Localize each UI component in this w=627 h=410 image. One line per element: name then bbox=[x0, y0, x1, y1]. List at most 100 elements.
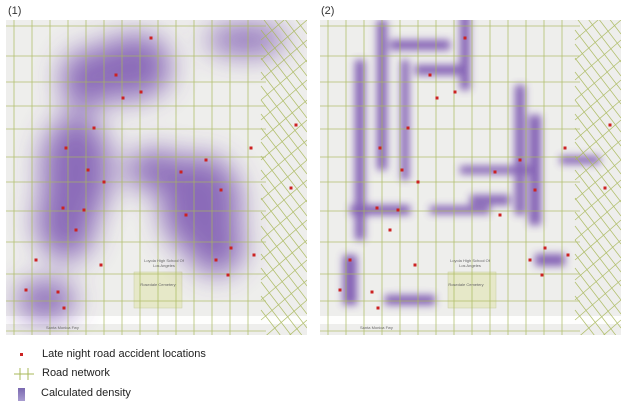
road bbox=[574, 85, 621, 147]
road bbox=[574, 267, 621, 329]
road bbox=[603, 319, 621, 335]
accident-point bbox=[375, 206, 379, 210]
accident-point bbox=[406, 126, 410, 130]
density-blob bbox=[36, 180, 96, 260]
road bbox=[574, 99, 621, 161]
accident-point bbox=[566, 253, 570, 257]
accident-point bbox=[435, 96, 439, 100]
road bbox=[260, 85, 307, 147]
panel-2-label: (2) bbox=[321, 5, 335, 17]
accident-point bbox=[498, 213, 502, 217]
density-blob bbox=[106, 35, 166, 65]
accident-point bbox=[608, 123, 612, 127]
density-blob bbox=[385, 295, 435, 305]
road bbox=[574, 239, 621, 281]
accident-point bbox=[102, 180, 106, 184]
road bbox=[260, 309, 281, 335]
accident-point bbox=[229, 246, 233, 250]
road bbox=[574, 119, 621, 161]
road bbox=[574, 199, 621, 241]
road bbox=[260, 20, 307, 61]
road bbox=[260, 39, 307, 81]
road bbox=[285, 20, 307, 49]
freeway bbox=[320, 316, 621, 324]
accident-point bbox=[34, 258, 38, 262]
road-network-icon bbox=[14, 366, 34, 380]
accident-point bbox=[24, 288, 28, 292]
density-blob bbox=[188, 215, 244, 275]
road bbox=[260, 139, 307, 181]
accident-point bbox=[338, 288, 342, 292]
road bbox=[260, 219, 307, 261]
accident-point bbox=[453, 90, 457, 94]
road bbox=[260, 183, 307, 245]
road bbox=[574, 239, 621, 301]
density-blob bbox=[343, 255, 357, 305]
road bbox=[260, 211, 307, 273]
accident-point bbox=[463, 36, 467, 40]
accident-point bbox=[56, 290, 60, 294]
accident-point bbox=[214, 258, 218, 262]
accident-point bbox=[249, 146, 253, 150]
accident-point bbox=[518, 158, 522, 162]
school-label: Loyola High School Of Los Angeles bbox=[144, 258, 184, 268]
density-blob bbox=[535, 254, 565, 266]
freeway bbox=[6, 316, 307, 324]
accident-point bbox=[416, 180, 420, 184]
accident-point bbox=[252, 253, 256, 257]
accident-point bbox=[370, 290, 374, 294]
accident-point bbox=[92, 126, 96, 130]
density-blob bbox=[515, 85, 525, 215]
density-blob bbox=[430, 206, 490, 214]
road bbox=[260, 295, 292, 335]
road bbox=[260, 119, 307, 161]
density-map-1: Rosedale Cemetery Loyola High School Of … bbox=[6, 20, 307, 335]
accident-point bbox=[86, 168, 90, 172]
accident-point bbox=[603, 186, 607, 190]
road bbox=[574, 59, 621, 101]
accident-point bbox=[413, 263, 417, 267]
density-blob bbox=[206, 25, 286, 55]
road bbox=[295, 20, 307, 35]
density-blob bbox=[350, 205, 410, 215]
road bbox=[574, 155, 621, 217]
road bbox=[574, 139, 621, 181]
road bbox=[260, 225, 307, 287]
accident-point bbox=[528, 258, 532, 262]
density-map-2: Rosedale Cemetery Loyola High School Of … bbox=[320, 20, 621, 335]
road bbox=[574, 253, 621, 315]
road bbox=[289, 319, 307, 335]
density-blob bbox=[460, 20, 470, 90]
road bbox=[260, 281, 303, 335]
road bbox=[574, 279, 621, 321]
road bbox=[574, 159, 621, 201]
road bbox=[574, 43, 621, 105]
density-blob bbox=[560, 156, 600, 164]
road bbox=[574, 219, 621, 261]
road bbox=[260, 99, 307, 161]
road bbox=[574, 183, 621, 245]
road bbox=[260, 20, 285, 41]
accident-point bbox=[64, 146, 68, 150]
accident-point bbox=[204, 158, 208, 162]
accident-point bbox=[543, 246, 547, 250]
road bbox=[266, 299, 307, 335]
road bbox=[260, 279, 307, 321]
road bbox=[260, 159, 307, 201]
accident-point bbox=[493, 170, 497, 174]
accident-point bbox=[289, 186, 293, 190]
accident-point bbox=[114, 73, 118, 77]
accident-point bbox=[139, 90, 143, 94]
road bbox=[263, 20, 307, 77]
accident-point bbox=[219, 188, 223, 192]
road bbox=[260, 179, 307, 221]
density-blob bbox=[16, 280, 76, 320]
road bbox=[260, 71, 307, 133]
road bbox=[260, 79, 307, 121]
panel-1-label: (1) bbox=[8, 5, 22, 17]
cemetery-label: Rosedale Cemetery bbox=[448, 282, 484, 287]
road bbox=[574, 113, 621, 175]
road bbox=[260, 259, 307, 301]
road-network bbox=[320, 20, 621, 335]
legend-label: Late night road accident locations bbox=[42, 348, 206, 360]
